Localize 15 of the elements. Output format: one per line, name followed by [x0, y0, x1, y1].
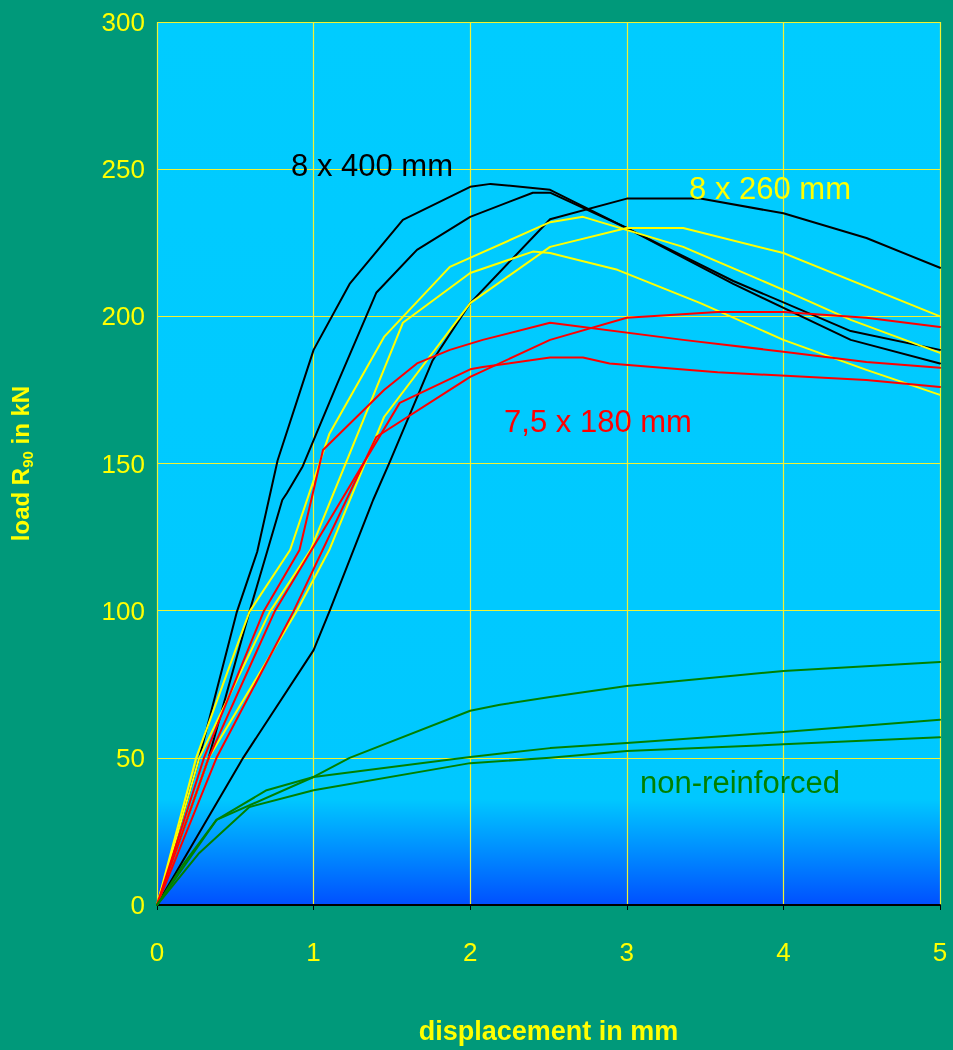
- y-tick-label: 0: [130, 890, 145, 920]
- x-axis-title: displacement in mm: [418, 1015, 679, 1046]
- y-tick-label: 100: [101, 595, 145, 626]
- x-tick-label: 0: [149, 937, 165, 967]
- y-tick-label: 50: [116, 742, 145, 773]
- y-tick-label: 250: [101, 154, 145, 185]
- y-tick-label: 200: [101, 301, 145, 332]
- x-tick-label: 4: [776, 937, 791, 967]
- x-tick-label: 1: [306, 937, 321, 967]
- y-tick-label: 150: [101, 448, 145, 479]
- x-tick-label: 3: [619, 937, 635, 967]
- x-tick-label: 2: [462, 937, 478, 967]
- x-tick-label: 5: [932, 937, 948, 967]
- y-tick-label: 300: [101, 7, 145, 37]
- y-axis-title: load R90 in kN: [7, 385, 36, 542]
